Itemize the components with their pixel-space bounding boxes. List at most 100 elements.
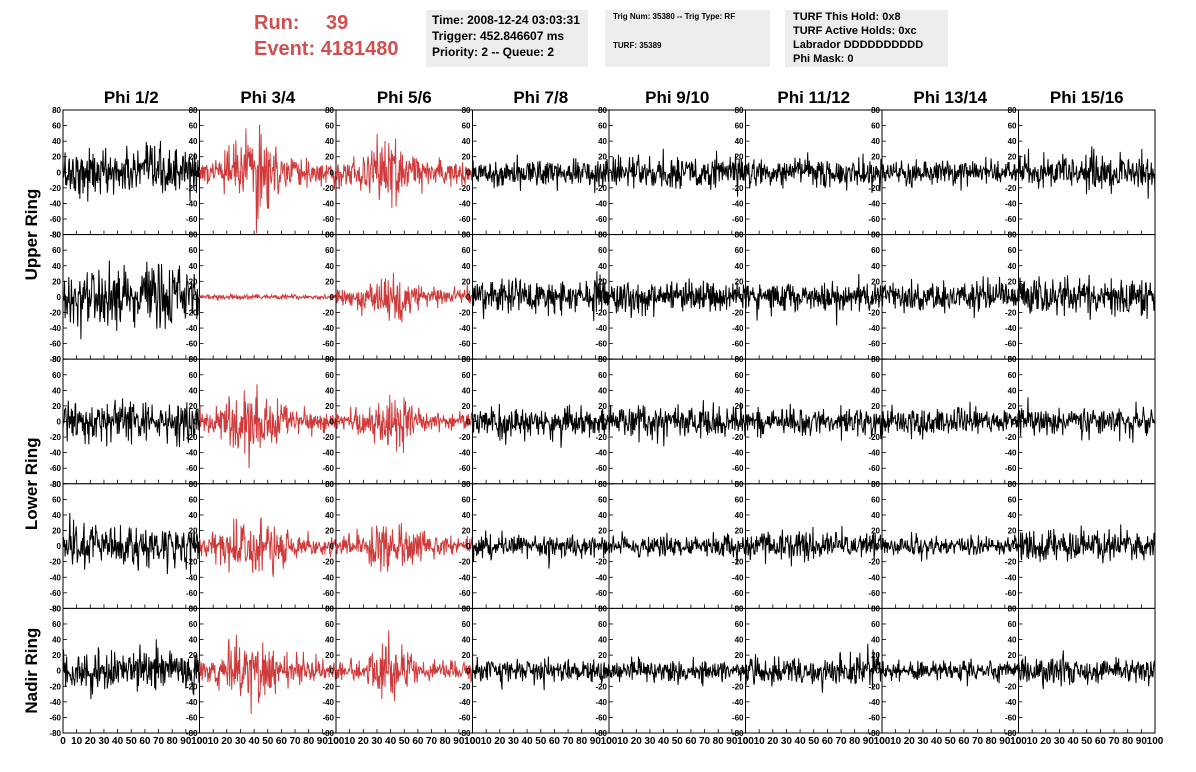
- x-tick-label: 10: [71, 736, 83, 747]
- y-tick-label: 40: [598, 137, 607, 146]
- y-tick-label: 0: [603, 667, 608, 676]
- row-group-label: Lower Ring: [22, 438, 41, 531]
- y-tick-label: -60: [459, 340, 471, 349]
- x-tick-label: 100: [1147, 736, 1164, 747]
- waveform-trace: [199, 124, 337, 234]
- y-tick-label: 40: [325, 262, 334, 271]
- y-tick-label: -40: [732, 573, 744, 582]
- y-tick-label: -20: [322, 558, 334, 567]
- x-tick-label: 90: [1136, 736, 1148, 747]
- x-tick-label: 40: [112, 736, 124, 747]
- y-tick-label: 20: [735, 651, 744, 660]
- time-text: Time: 2008-12-24 03:03:31: [432, 13, 580, 27]
- y-tick-label: 40: [52, 636, 61, 645]
- y-tick-label: -60: [49, 215, 61, 224]
- waveform-trace: [335, 523, 473, 572]
- y-tick-label: -20: [868, 184, 880, 193]
- y-tick-label: 60: [871, 371, 880, 380]
- waveform-trace: [199, 517, 337, 577]
- y-tick-label: -20: [1005, 308, 1017, 317]
- y-tick-label: 60: [189, 122, 198, 131]
- x-tick-label: 0: [60, 736, 66, 747]
- x-tick-label: 60: [549, 736, 561, 747]
- y-tick-label: -40: [595, 573, 607, 582]
- x-tick-label: 0: [606, 736, 612, 747]
- y-tick-label: 60: [735, 495, 744, 504]
- y-tick-label: -80: [322, 729, 334, 738]
- x-tick-label: 40: [1068, 736, 1080, 747]
- y-tick-label: 40: [598, 636, 607, 645]
- y-tick-label: 0: [876, 667, 881, 676]
- y-tick-label: -60: [732, 215, 744, 224]
- waveform-trace: [62, 639, 200, 700]
- x-tick-label: 50: [535, 736, 547, 747]
- y-tick-label: 40: [325, 137, 334, 146]
- y-tick-label: 20: [189, 277, 198, 286]
- x-tick-label: 60: [276, 736, 288, 747]
- y-tick-label: 80: [735, 355, 744, 364]
- x-tick-label: 20: [85, 736, 97, 747]
- y-tick-label: 20: [871, 651, 880, 660]
- y-tick-label: 60: [1008, 371, 1017, 380]
- y-tick-label: 40: [189, 386, 198, 395]
- y-tick-label: -60: [595, 464, 607, 473]
- waveform-trace: [1018, 650, 1156, 690]
- x-tick-label: 20: [904, 736, 916, 747]
- y-tick-label: 80: [325, 231, 334, 240]
- y-tick-label: 40: [462, 636, 471, 645]
- y-tick-label: 0: [330, 418, 335, 427]
- y-tick-label: 0: [603, 542, 608, 551]
- y-tick-label: -60: [322, 340, 334, 349]
- y-tick-label: 60: [325, 122, 334, 131]
- y-tick-label: -20: [322, 308, 334, 317]
- column-header: Phi 13/14: [913, 88, 987, 107]
- y-tick-label: 40: [735, 262, 744, 271]
- y-tick-label: 80: [735, 480, 744, 489]
- y-tick-label: -40: [322, 324, 334, 333]
- x-tick-label: 90: [317, 736, 329, 747]
- y-tick-label: 60: [52, 122, 61, 131]
- y-tick-label: 40: [735, 636, 744, 645]
- x-tick-label: 50: [126, 736, 138, 747]
- y-tick-label: -40: [868, 199, 880, 208]
- y-tick-label: -60: [732, 464, 744, 473]
- y-tick-label: -60: [595, 589, 607, 598]
- y-tick-label: 20: [598, 153, 607, 162]
- y-tick-label: -40: [322, 573, 334, 582]
- x-tick-label: 40: [249, 736, 261, 747]
- column-header: Phi 1/2: [104, 88, 159, 107]
- y-tick-label: -40: [186, 698, 198, 707]
- y-tick-label: 40: [871, 386, 880, 395]
- y-tick-label: -20: [49, 433, 61, 442]
- x-tick-label: 20: [767, 736, 779, 747]
- column-header: Phi 15/16: [1050, 88, 1124, 107]
- y-tick-label: -60: [1005, 713, 1017, 722]
- y-tick-label: -40: [186, 199, 198, 208]
- y-tick-label: -20: [595, 184, 607, 193]
- run-value: 39: [326, 12, 349, 34]
- y-tick-label: 40: [52, 511, 61, 520]
- y-tick-label: -20: [322, 433, 334, 442]
- y-tick-label: -80: [49, 355, 61, 364]
- column-header: Phi 11/12: [777, 88, 850, 107]
- x-tick-label: 100: [191, 736, 208, 747]
- y-tick-label: -80: [868, 729, 880, 738]
- y-tick-label: 20: [462, 527, 471, 536]
- y-tick-label: -20: [459, 308, 471, 317]
- x-tick-label: 60: [1095, 736, 1107, 747]
- y-tick-label: -80: [1005, 729, 1017, 738]
- y-tick-label: 80: [52, 480, 61, 489]
- y-tick-label: 20: [735, 527, 744, 536]
- y-tick-label: -40: [186, 324, 198, 333]
- waveform-trace: [472, 656, 610, 691]
- column-header: Phi 3/4: [240, 88, 295, 107]
